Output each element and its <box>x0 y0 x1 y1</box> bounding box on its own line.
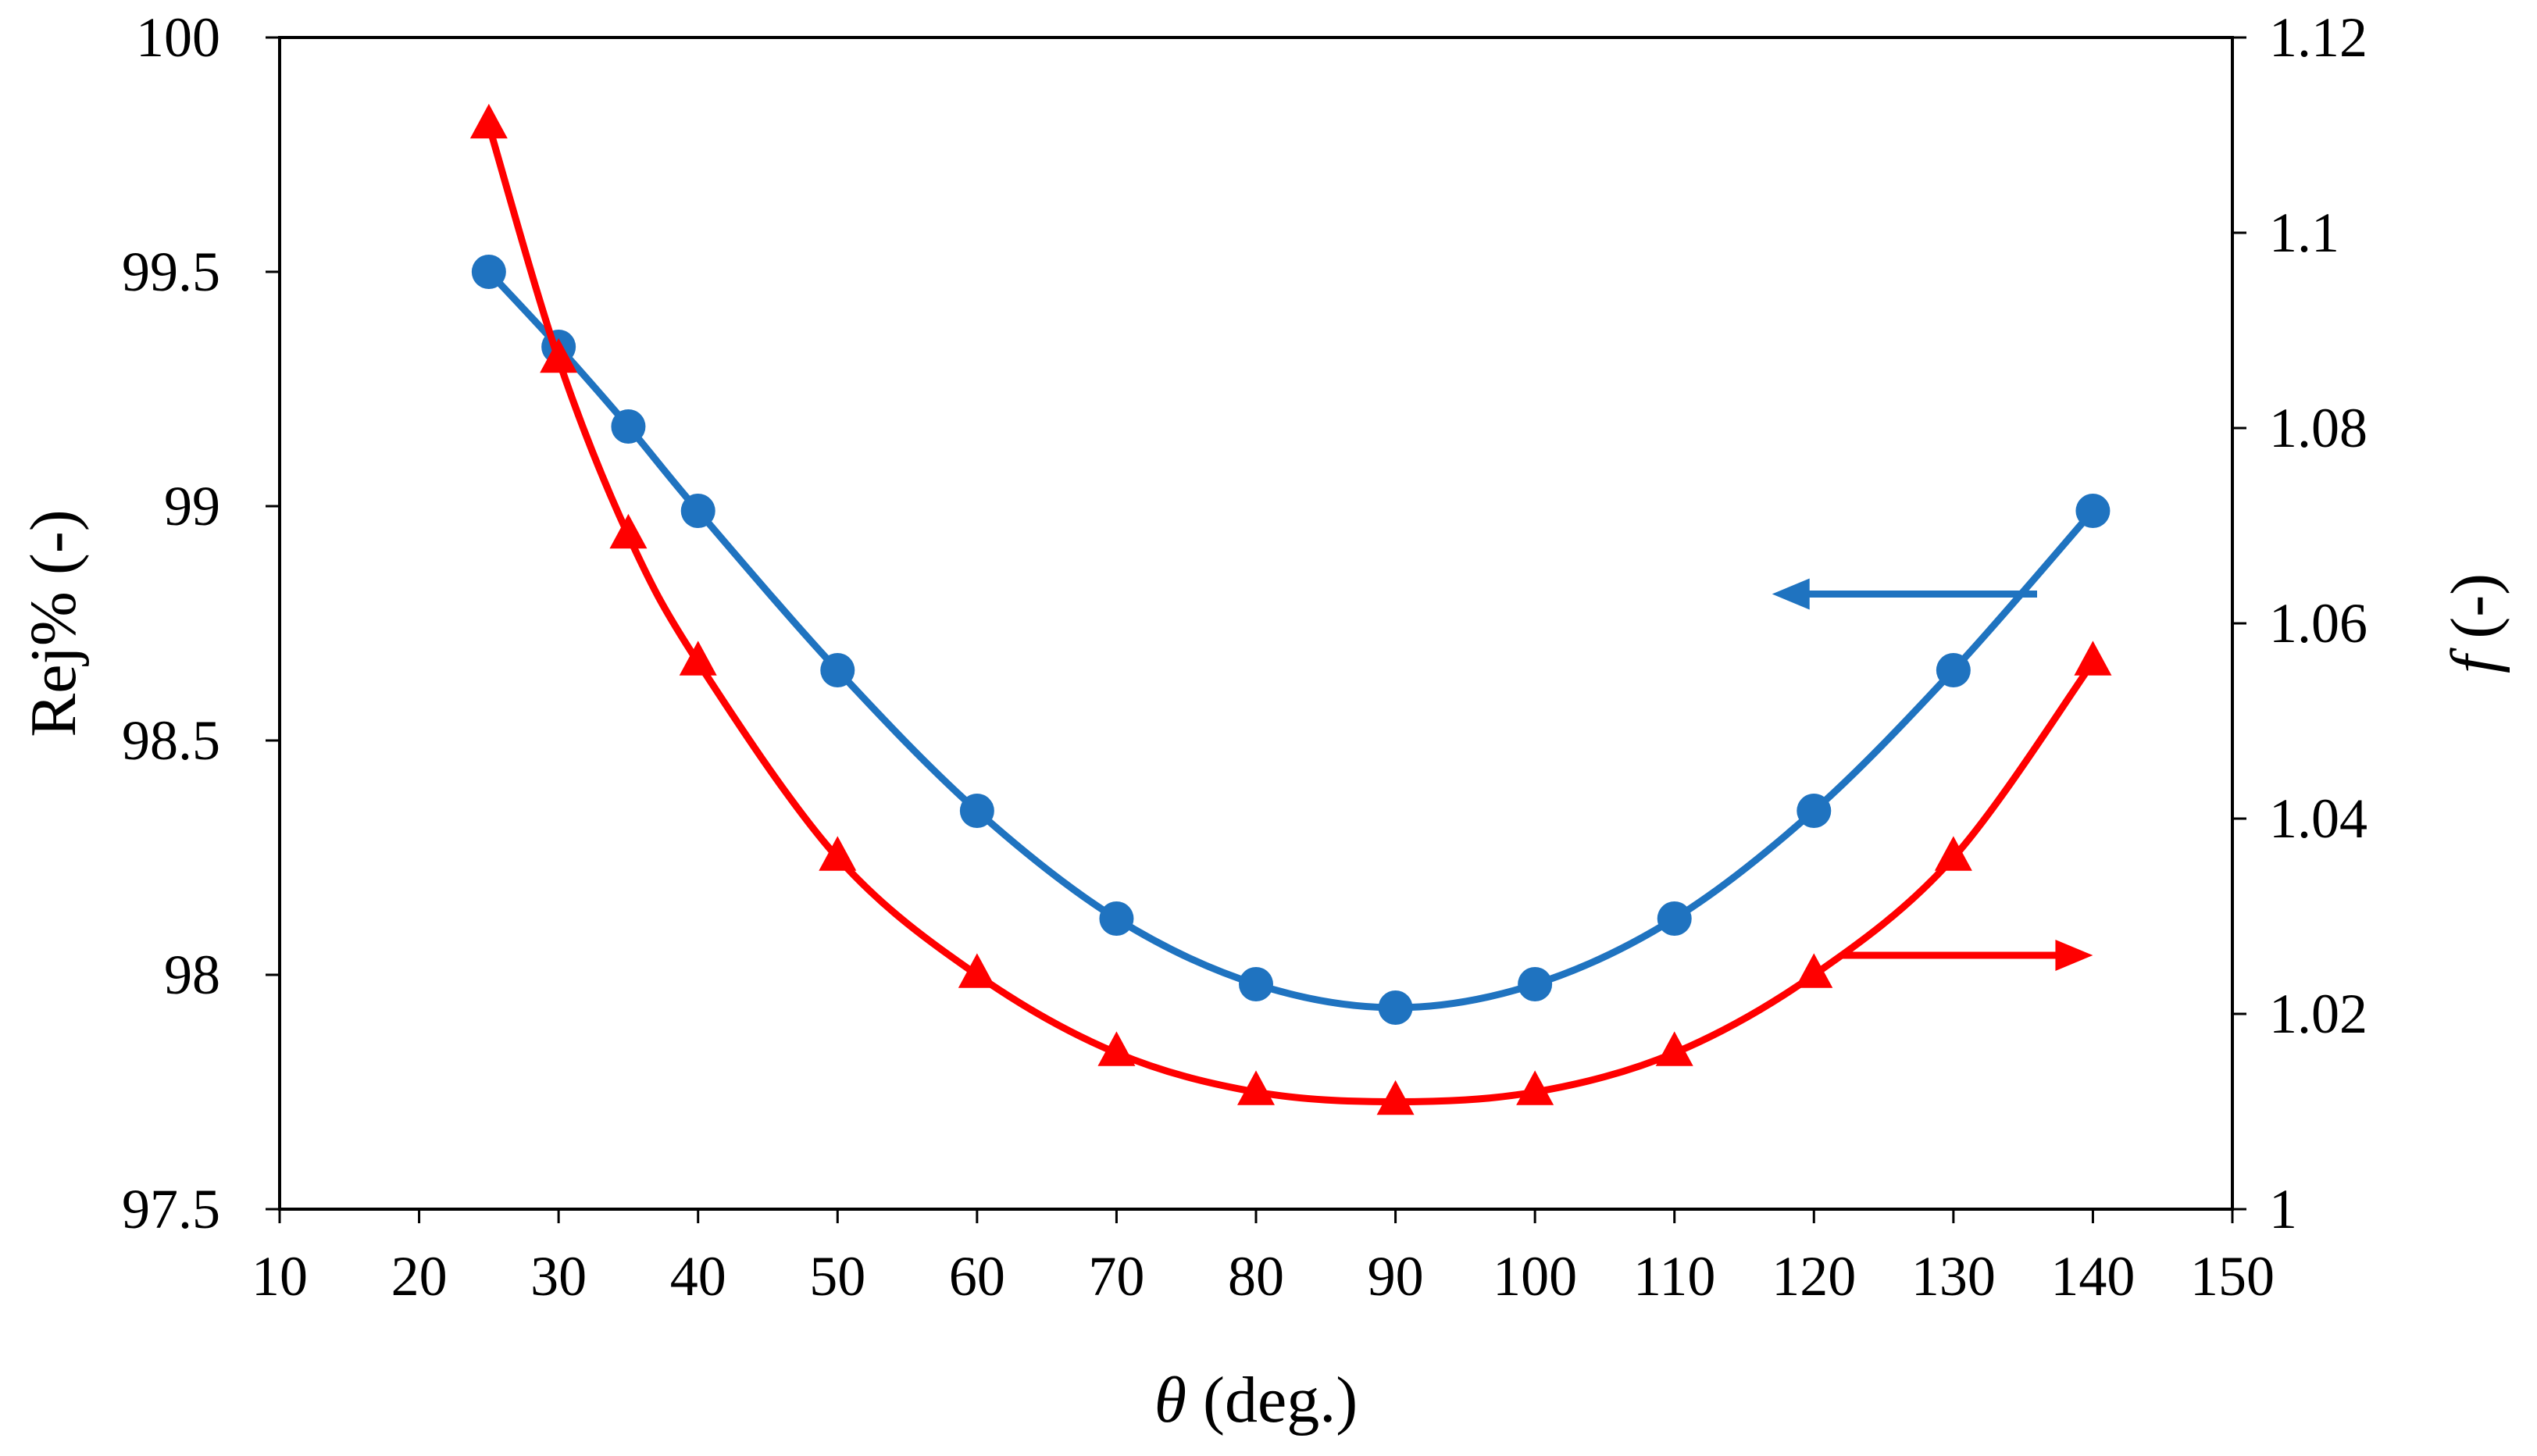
series-layer <box>469 103 2112 1115</box>
data-point-triangle <box>609 513 648 549</box>
y-left-tick-label: 100 <box>136 6 220 69</box>
x-axis-title-symbol: θ <box>1154 1364 1186 1436</box>
y-axis-left-title: Rej% (-) <box>17 509 90 737</box>
x-tick-label: 130 <box>1911 1245 1996 1308</box>
data-point-triangle <box>1655 1031 1693 1066</box>
data-point-circle <box>1797 794 1832 828</box>
data-point-circle <box>1099 901 1134 936</box>
x-tick-label: 120 <box>1772 1245 1856 1308</box>
data-point-triangle <box>1237 1070 1275 1105</box>
data-point-triangle <box>1795 953 1833 988</box>
arrow-head-icon <box>1772 578 1810 610</box>
data-point-triangle <box>1516 1070 1554 1105</box>
y-right-tick-label: 1.04 <box>2269 787 2368 850</box>
series-f <box>469 103 2112 1115</box>
data-point-triangle <box>2074 641 2112 676</box>
y-left-tick-label: 98 <box>164 944 220 1006</box>
data-point-circle <box>680 494 715 528</box>
data-point-triangle <box>469 103 508 139</box>
x-axis-title-unit: (deg.) <box>1186 1364 1358 1436</box>
y-axis-right-title-unit: (-) <box>2438 573 2510 655</box>
data-point-triangle <box>1934 836 1972 871</box>
data-point-circle <box>959 794 994 828</box>
x-tick-label: 50 <box>809 1245 865 1308</box>
data-point-triangle <box>1376 1080 1415 1115</box>
y-right-tick-label: 1.06 <box>2269 592 2368 655</box>
right-axis-arrow <box>1842 940 2093 971</box>
plot-area <box>278 36 2234 1211</box>
x-tick-label: 90 <box>1368 1245 1424 1308</box>
data-point-circle <box>1378 990 1413 1025</box>
data-point-triangle <box>540 337 578 373</box>
data-point-circle <box>471 255 506 289</box>
data-point-circle <box>1936 653 1971 687</box>
y-axis-left: 97.5 98 98.5 99 99.5 100 <box>122 6 280 1240</box>
x-tick-label: 20 <box>391 1245 448 1308</box>
y-right-tick-label: 1.02 <box>2269 983 2368 1045</box>
x-tick-label: 60 <box>949 1245 1005 1308</box>
series-rej <box>471 255 2111 1025</box>
arrow-head-icon <box>2055 940 2093 971</box>
x-tick-label: 140 <box>2050 1245 2135 1308</box>
x-tick-label: 40 <box>670 1245 726 1308</box>
y-left-tick-label: 99.5 <box>122 241 220 303</box>
data-point-circle <box>1657 901 1692 936</box>
x-tick-label: 70 <box>1088 1245 1144 1308</box>
data-point-triangle <box>679 641 717 676</box>
data-point-circle <box>611 409 646 444</box>
x-tick-label: 30 <box>530 1245 587 1308</box>
y-left-tick-label: 98.5 <box>122 709 220 772</box>
data-point-triangle <box>958 953 996 988</box>
x-axis: 10 20 30 40 50 60 70 80 90 100 110 120 130 140 150 <box>252 1209 2275 1308</box>
x-tick-label: 80 <box>1228 1245 1284 1308</box>
y-axis-right-title: f (-) <box>2438 573 2510 673</box>
x-tick-label: 110 <box>1633 1245 1715 1308</box>
y-right-tick-label: 1.12 <box>2269 6 2368 69</box>
left-axis-arrow <box>1772 578 2037 610</box>
data-point-circle <box>1518 967 1553 1001</box>
data-point-circle <box>1239 967 1273 1001</box>
x-tick-label: 100 <box>1493 1245 1577 1308</box>
x-axis-title: θ (deg.) <box>1154 1364 1358 1436</box>
y-left-tick-label: 97.5 <box>122 1178 220 1240</box>
x-tick-label: 150 <box>2190 1245 2275 1308</box>
annotation-layer <box>1772 578 2093 971</box>
data-point-triangle <box>1097 1031 1136 1066</box>
y-right-tick-label: 1.08 <box>2269 397 2368 459</box>
x-tick-label: 10 <box>252 1245 308 1308</box>
y-right-tick-label: 1 <box>2269 1178 2297 1240</box>
data-point-circle <box>820 653 855 687</box>
y-right-tick-label: 1.1 <box>2269 202 2339 264</box>
data-point-triangle <box>819 836 857 871</box>
data-point-circle <box>2075 494 2111 528</box>
y-axis-right: 1 1.02 1.04 1.06 1.08 1.1 1.12 <box>2232 6 2368 1240</box>
y-left-tick-label: 99 <box>164 475 220 537</box>
